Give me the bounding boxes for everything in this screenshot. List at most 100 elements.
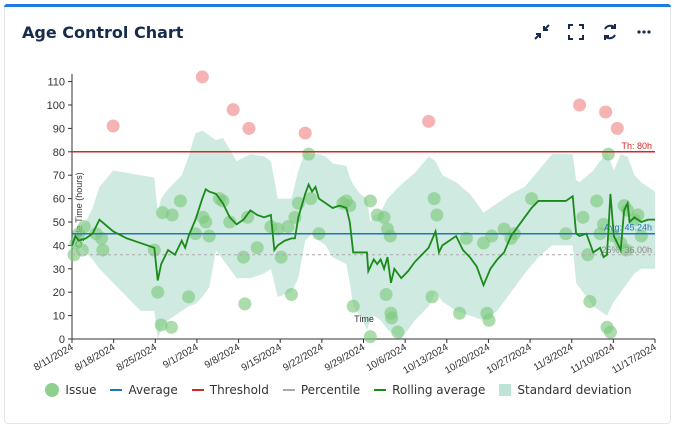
y-tick-label: 90 xyxy=(53,123,65,135)
issue-point xyxy=(485,229,499,243)
issue-point xyxy=(430,208,444,222)
outlier-point xyxy=(106,119,120,133)
issue-point xyxy=(619,243,633,257)
outlier-point xyxy=(195,70,209,84)
x-tick-label: 9/15/2024 xyxy=(240,342,284,374)
y-axis-title: Cycle Time (hours) xyxy=(74,172,84,248)
issue-point xyxy=(96,243,110,257)
x-tick-label: 11/10/2024 xyxy=(569,342,618,376)
x-axis-title: Time xyxy=(354,314,374,324)
issue-point xyxy=(154,318,168,332)
issue-point xyxy=(391,325,405,339)
issue-point xyxy=(385,311,399,325)
age-control-chart: 0 10 20 30 40 50 60 70 80 90 100 110 8/11/20248/18/2… xyxy=(32,70,659,377)
legend-threshold[interactable]: Threshold xyxy=(191,383,269,397)
legend-threshold-label: Threshold xyxy=(209,383,269,397)
std-deviation-area xyxy=(72,130,655,339)
issue-point xyxy=(164,320,178,334)
outlier-point xyxy=(573,98,587,112)
issue-point xyxy=(75,243,89,257)
legend-issue-label: Issue xyxy=(65,383,97,397)
y-tick-label: 80 xyxy=(53,147,65,159)
fullscreen-button[interactable] xyxy=(564,20,588,44)
x-tick-label: 8/18/2024 xyxy=(73,342,117,374)
outlier-point xyxy=(226,103,240,117)
x-tick-label: 10/20/2024 xyxy=(443,342,492,377)
issue-point xyxy=(603,325,617,339)
issue-point xyxy=(601,147,615,161)
average-line-icon xyxy=(110,389,123,391)
issue-point xyxy=(202,229,216,243)
legend-rolling[interactable]: Rolling average xyxy=(374,383,485,397)
issue-point xyxy=(199,215,213,229)
x-tick-label: 9/8/2024 xyxy=(203,342,243,371)
issue-point xyxy=(250,241,264,255)
issue-point xyxy=(343,199,357,213)
x-tick-label: 9/22/2024 xyxy=(281,342,325,374)
y-tick-label: 10 xyxy=(53,311,65,323)
refresh-button[interactable] xyxy=(598,20,622,44)
outlier-point xyxy=(610,121,624,135)
issue-marker-icon xyxy=(45,383,60,397)
x-tick-label: 9/1/2024 xyxy=(161,342,201,371)
issue-point xyxy=(634,229,648,243)
y-tick-label: 50 xyxy=(53,217,65,229)
issue-point xyxy=(597,217,611,231)
issue-point xyxy=(482,313,496,327)
issue-point xyxy=(346,299,360,313)
stddev-area-icon xyxy=(499,384,512,396)
y-tick-label: 100 xyxy=(47,100,65,112)
issue-point xyxy=(363,194,377,208)
collapse-button[interactable] xyxy=(530,20,554,44)
legend-rolling-label: Rolling average xyxy=(392,383,486,397)
refresh-icon xyxy=(604,24,616,40)
issue-point xyxy=(581,248,595,262)
x-tick-label: 9/29/2024 xyxy=(323,342,367,374)
rolling-average-line xyxy=(71,182,655,288)
issue-point xyxy=(590,194,604,208)
issue-point xyxy=(173,194,187,208)
x-tick-label: 8/25/2024 xyxy=(115,342,159,374)
rolling-line-icon xyxy=(374,389,387,391)
std-deviation-band xyxy=(72,130,655,339)
x-tick-label: 11/17/2024 xyxy=(610,342,659,376)
legend-average-label: Average xyxy=(128,383,178,397)
x-tick-label: 8/11/2024 xyxy=(32,342,76,374)
y-tick-label: 60 xyxy=(53,194,65,206)
issue-point xyxy=(182,290,196,304)
chart-legend: Issue Average Threshold Percentile Rolli… xyxy=(0,383,677,397)
issue-point xyxy=(497,222,511,236)
issue-point xyxy=(383,229,397,243)
issue-point xyxy=(284,288,298,302)
issue-point xyxy=(238,297,252,311)
rolling-average-polyline xyxy=(71,182,655,288)
issue-point xyxy=(425,290,439,304)
outlier-point xyxy=(298,126,312,140)
fullscreen-icon xyxy=(568,24,584,40)
legend-average[interactable]: Average xyxy=(110,383,178,397)
outlier-point xyxy=(422,114,436,128)
issue-points xyxy=(67,70,648,344)
issue-point xyxy=(165,208,179,222)
y-tick-label: 30 xyxy=(53,264,65,276)
legend-stddev[interactable]: Standard deviation xyxy=(499,383,632,397)
y-tick-label: 20 xyxy=(53,287,65,299)
issue-point xyxy=(459,231,473,245)
issue-point xyxy=(77,220,91,234)
legend-issue[interactable]: Issue xyxy=(45,383,96,397)
legend-percentile[interactable]: Percentile xyxy=(282,383,360,397)
issue-point xyxy=(94,231,108,245)
x-tick-label: 10/27/2024 xyxy=(485,342,534,377)
more-button[interactable] xyxy=(632,20,656,44)
issue-point xyxy=(377,210,391,224)
reference-lines: Th: 80h Avg: 45.24h 25%: 36.00h xyxy=(72,141,655,256)
issue-point xyxy=(453,306,467,320)
threshold-line-icon xyxy=(191,389,204,391)
issue-point xyxy=(576,210,590,224)
issue-point xyxy=(304,192,318,206)
page-title: Age Control Chart xyxy=(22,23,184,42)
percentile-line-icon xyxy=(282,389,295,391)
x-tick-label: 10/13/2024 xyxy=(401,342,450,377)
issue-point xyxy=(583,295,597,309)
outlier-point xyxy=(242,121,256,135)
